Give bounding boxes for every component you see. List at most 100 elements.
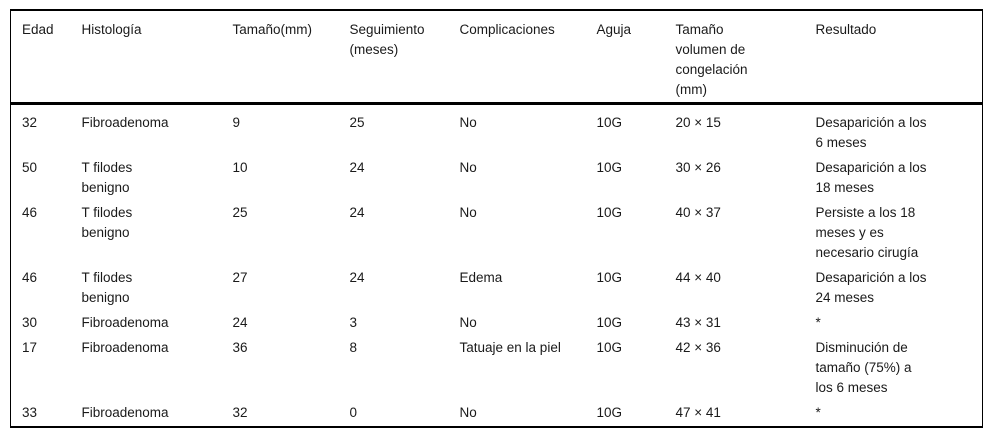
cell-value: Edema [459, 270, 503, 285]
cell-value: 44 × 40 [675, 270, 721, 285]
cell-tamano: 27 [233, 266, 350, 311]
cell-value: 30 × 26 [675, 160, 721, 175]
cell-value: 27 [232, 270, 248, 285]
cell-value: Desaparición a los 6 meses [815, 115, 927, 150]
cell-complicaciones: No [460, 201, 597, 266]
cell-value: Tatuaje en la piel [459, 340, 561, 355]
cell-value: Fibroadenoma [81, 315, 169, 330]
header-label: Seguimiento (meses) [349, 22, 425, 57]
cell-value: T filodes benigno [81, 205, 133, 240]
cell-seguimiento: 24 [350, 201, 460, 266]
header-label: Edad [22, 22, 54, 37]
cell-edad: 46 [11, 201, 82, 266]
cell-value: 20 × 15 [675, 115, 721, 130]
cell-complicaciones: No [460, 311, 597, 336]
data-table: Edad Histología Tamaño(mm) Seguimiento (… [10, 9, 983, 428]
cell-value: 10G [596, 315, 623, 330]
cell-histologia: Fibroadenoma [82, 401, 233, 427]
cell-tamano-congelacion: 30 × 26 [676, 156, 816, 201]
cell-value: 46 [22, 270, 38, 285]
cell-value: 10G [596, 270, 623, 285]
cell-value: 3 [349, 315, 358, 330]
cell-value: 24 [232, 315, 248, 330]
cell-value: 25 [232, 205, 248, 220]
cell-value: 46 [22, 205, 38, 220]
cell-resultado: Desaparición a los 24 meses [816, 266, 983, 311]
table-row: 46 T filodes benigno 27 24 Edema 10G 44 … [11, 266, 983, 311]
cell-aguja: 10G [597, 266, 676, 311]
cell-value: Desaparición a los 24 meses [815, 270, 927, 305]
cell-complicaciones: Tatuaje en la piel [460, 336, 597, 401]
cell-value: No [459, 160, 477, 175]
cell-edad: 33 [11, 401, 82, 427]
cell-value: Desaparición a los 18 meses [815, 160, 927, 195]
table-row: 46 T filodes benigno 25 24 No 10G 40 × 3… [11, 201, 983, 266]
cell-value: 33 [22, 405, 38, 420]
cell-value: 42 × 36 [675, 340, 721, 355]
header-tamano: Tamaño(mm) [232, 10, 350, 105]
cell-aguja: 10G [597, 201, 676, 266]
cell-value: 43 × 31 [675, 315, 721, 330]
table-row: 32 Fibroadenoma 9 25 No 10G 20 × 15 Desa… [11, 104, 983, 157]
cell-edad: 30 [11, 311, 82, 336]
cell-edad: 50 [11, 156, 82, 201]
cell-tamano-congelacion: 44 × 40 [676, 266, 816, 311]
cell-tamano-congelacion: 43 × 31 [676, 311, 816, 336]
header-label: Tamaño volumen de congelación (mm) [675, 22, 748, 97]
cell-tamano: 32 [233, 401, 350, 427]
cell-seguimiento: 8 [350, 336, 460, 401]
table-row: 33 Fibroadenoma 32 0 No 10G 47 × 41 * [11, 401, 983, 427]
cell-value: 9 [232, 115, 241, 130]
cell-edad: 46 [11, 266, 82, 311]
header-label: Histología [81, 22, 142, 37]
cell-aguja: 10G [597, 311, 676, 336]
cell-seguimiento: 24 [350, 156, 460, 201]
cell-value: * [815, 315, 821, 330]
cell-value: 24 [349, 160, 365, 175]
cell-value: 8 [349, 340, 358, 355]
cell-value: T filodes benigno [81, 270, 133, 305]
header-complicaciones: Complicaciones [459, 10, 597, 105]
cell-value: 10G [596, 115, 623, 130]
header-tamano-congelacion: Tamaño volumen de congelación (mm) [675, 10, 816, 105]
cell-aguja: 10G [597, 336, 676, 401]
cell-value: T filodes benigno [81, 160, 133, 195]
cell-value: No [459, 205, 477, 220]
cell-value: Persiste a los 18 meses y es necesario c… [815, 205, 919, 260]
cell-value: 36 [232, 340, 248, 355]
cell-value: No [459, 405, 477, 420]
header-histologia: Histología [81, 10, 233, 105]
cell-value: 17 [22, 340, 38, 355]
cell-resultado: Desaparición a los 6 meses [816, 104, 983, 157]
cell-seguimiento: 25 [350, 104, 460, 157]
cell-value: 10G [596, 160, 623, 175]
header-aguja: Aguja [596, 10, 676, 105]
cell-value: Disminución de tamaño (75%) a los 6 mese… [815, 340, 912, 395]
cell-edad: 32 [11, 104, 82, 157]
cell-complicaciones: No [460, 401, 597, 427]
header-label: Tamaño(mm) [232, 22, 313, 37]
cell-value: 40 × 37 [675, 205, 721, 220]
header-resultado: Resultado [815, 10, 983, 105]
header-label: Complicaciones [459, 22, 555, 37]
cell-tamano: 36 [233, 336, 350, 401]
header-seguimiento: Seguimiento (meses) [349, 10, 460, 105]
header-label: Resultado [815, 22, 877, 37]
cell-value: 10G [596, 405, 623, 420]
cell-aguja: 10G [597, 401, 676, 427]
cell-value: Fibroadenoma [81, 405, 169, 420]
cell-value: No [459, 115, 477, 130]
cell-complicaciones: No [460, 156, 597, 201]
cell-value: 32 [22, 115, 38, 130]
header-label: Aguja [596, 22, 632, 37]
cell-tamano: 24 [233, 311, 350, 336]
cell-complicaciones: Edema [460, 266, 597, 311]
cell-value: No [459, 315, 477, 330]
cell-seguimiento: 24 [350, 266, 460, 311]
cell-aguja: 10G [597, 104, 676, 157]
cell-resultado: Persiste a los 18 meses y es necesario c… [816, 201, 983, 266]
cell-seguimiento: 0 [350, 401, 460, 427]
cell-aguja: 10G [597, 156, 676, 201]
cell-resultado: Desaparición a los 18 meses [816, 156, 983, 201]
